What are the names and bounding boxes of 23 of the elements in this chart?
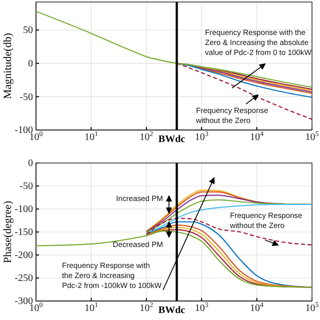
ref-line-label: BWdc bbox=[158, 134, 186, 145]
ref-line-label: BWdc bbox=[158, 305, 186, 316]
x-tick-label: 10$^{5}$ bbox=[305, 130, 320, 144]
y-axis-title: Magnitude(db) bbox=[2, 32, 14, 99]
x-tick-label: 10$^{4}$ bbox=[250, 301, 264, 314]
y-tick-label: -50 bbox=[20, 92, 33, 103]
x-tick-label: 10$^{1}$ bbox=[84, 301, 98, 314]
y-tick-label: -250 bbox=[14, 273, 33, 284]
x-tick-label: 10$^{2}$ bbox=[140, 130, 154, 144]
y-axis-title: Phase(degree) bbox=[2, 200, 14, 264]
y-tick-label: -150 bbox=[14, 227, 33, 238]
y-tick-label: -100 bbox=[14, 204, 33, 216]
x-tick-label: 10$^{3}$ bbox=[194, 130, 209, 144]
y-tick-label: 0 bbox=[28, 158, 33, 170]
x-tick-label: 10$^{1}$ bbox=[84, 130, 98, 144]
y-tick-label: -200 bbox=[14, 250, 33, 262]
y-tick-label: 0 bbox=[28, 58, 33, 70]
x-tick-label: 10$^{4}$ bbox=[250, 130, 264, 144]
y-tick-label: 50 bbox=[23, 25, 33, 36]
y-tick-label: -50 bbox=[20, 181, 33, 192]
x-tick-label: 10$^{2}$ bbox=[140, 301, 154, 314]
x-tick-label: 10$^{3}$ bbox=[194, 301, 209, 314]
x-tick-label: 10$^{5}$ bbox=[305, 301, 320, 314]
